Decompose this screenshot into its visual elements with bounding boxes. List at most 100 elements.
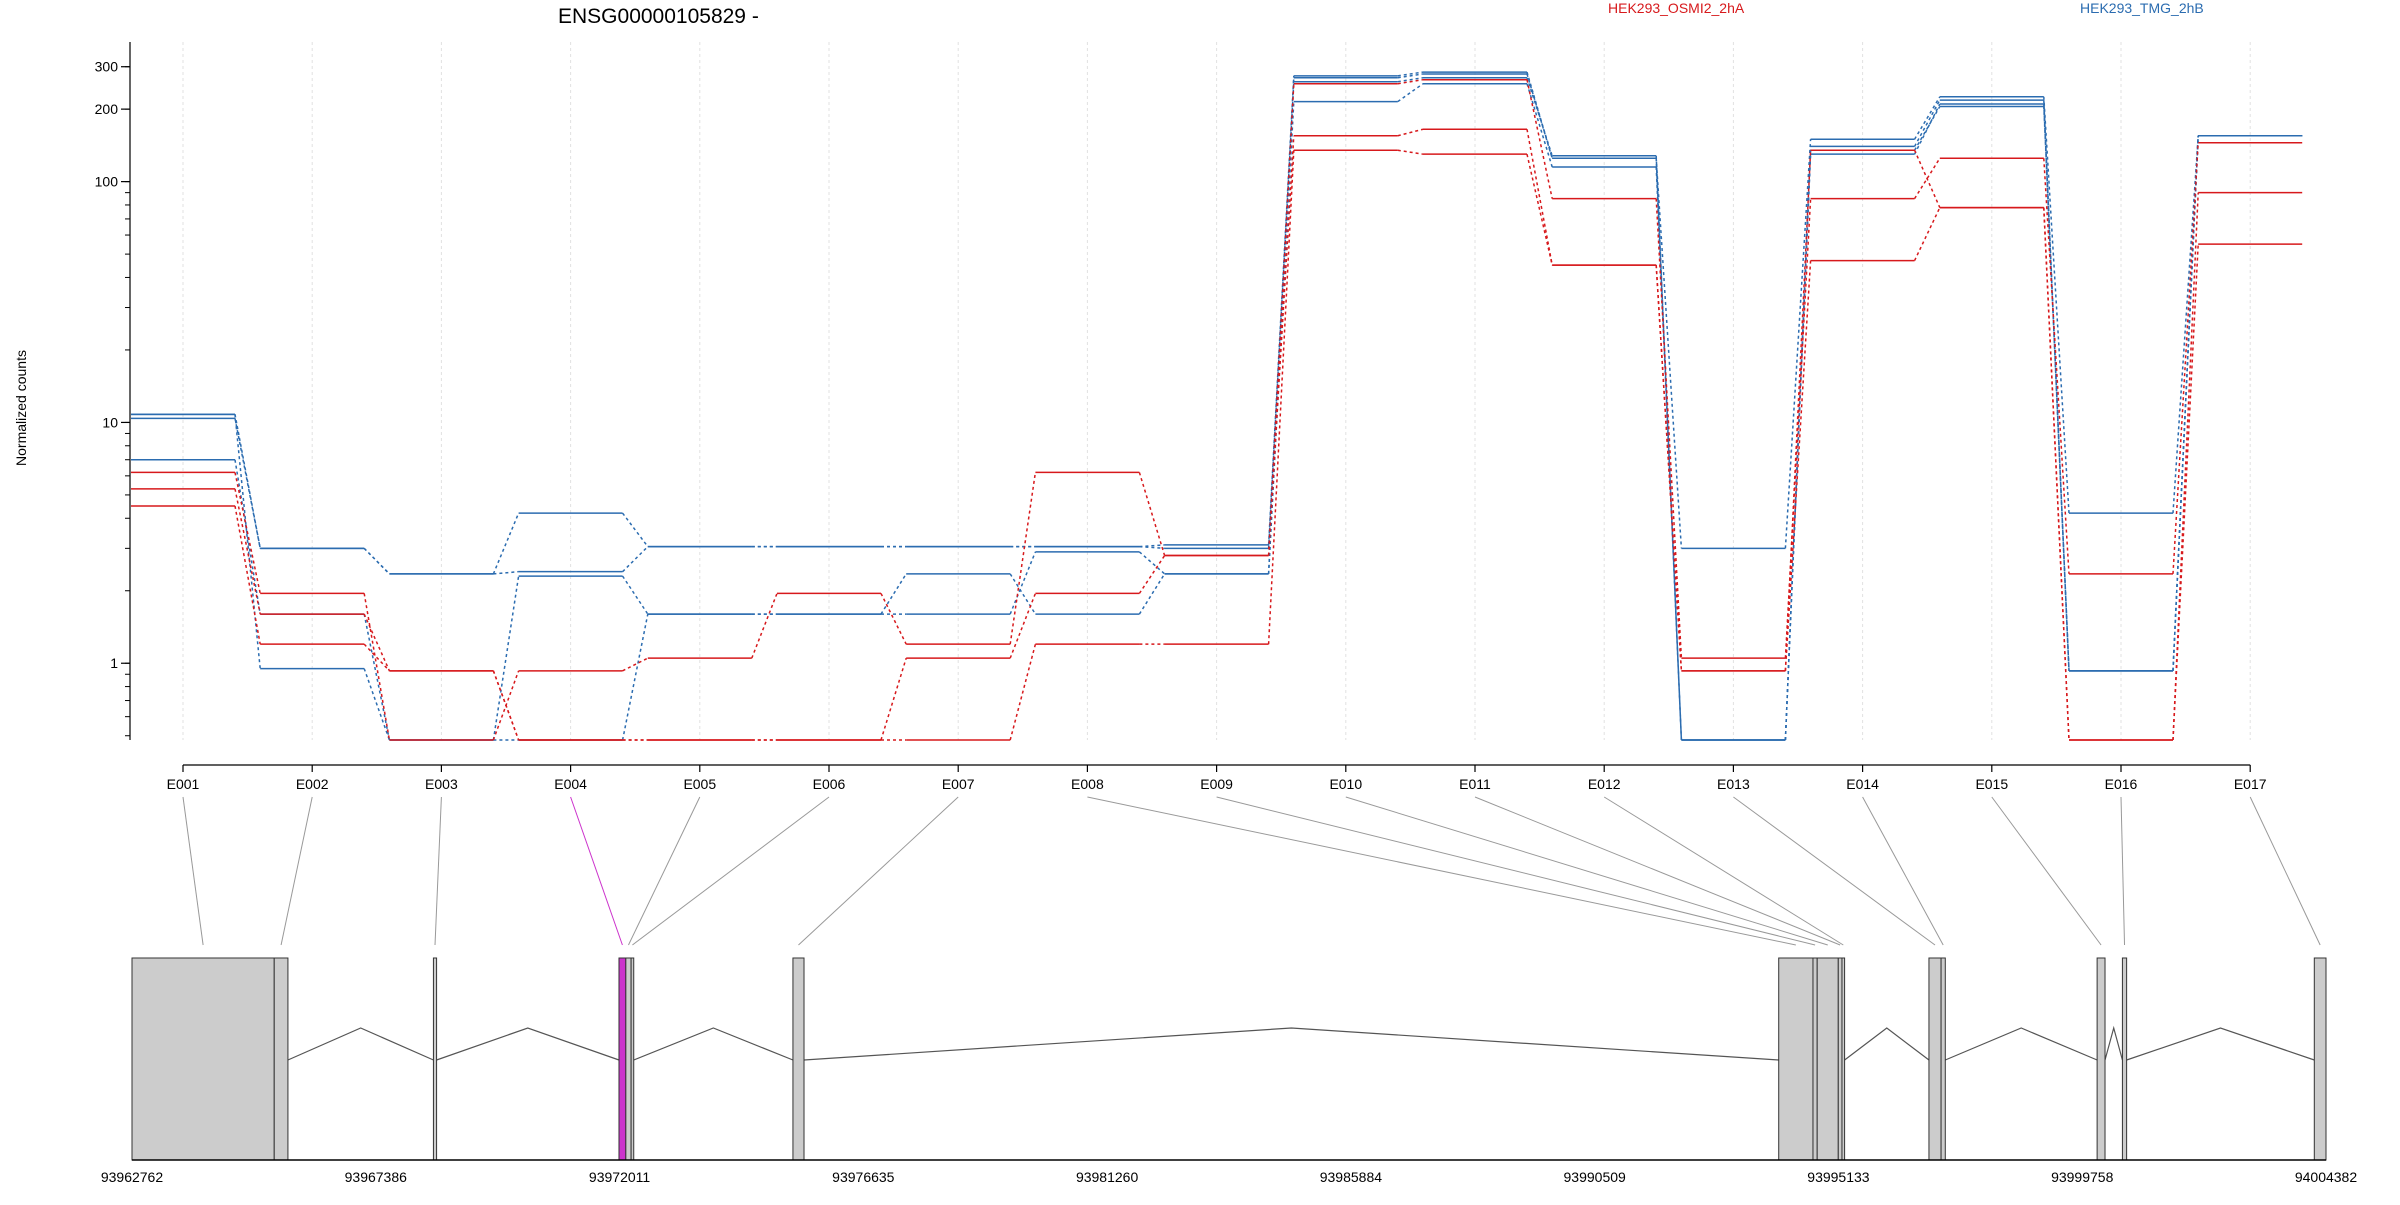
genomic-axis: 93962762 93967386 93972011 93976635 93981260…: [101, 1159, 2358, 1185]
x-tick-label: E010: [1329, 776, 1362, 792]
data-transition: [363, 613, 391, 741]
y-tick-label: 300: [95, 59, 119, 75]
x-tick-label: E009: [1200, 776, 1233, 792]
x-tick-label: E005: [683, 776, 716, 792]
data-transition: [1138, 573, 1166, 615]
y-tick-label: 100: [95, 174, 119, 190]
data-transition: [622, 512, 649, 548]
data-transition: [1009, 643, 1037, 741]
data-transition: [363, 668, 391, 741]
exon-E002: [273, 957, 289, 1161]
data-transition: [1526, 77, 1553, 157]
data-transition: [1009, 573, 1037, 615]
genomic-tick-label: 93995133: [1807, 1169, 1870, 1185]
data-transition: [1526, 129, 1553, 266]
data-transition: [880, 657, 907, 741]
connector-E004: [570, 796, 623, 946]
data-transition: [2043, 158, 2070, 574]
data-transition: [1397, 83, 1424, 103]
data-transition: [1655, 158, 1683, 741]
data-transition: [1784, 260, 1812, 671]
data-transition: [363, 613, 391, 672]
x-tick-label: E003: [425, 776, 458, 792]
exon-E001: [131, 957, 275, 1161]
data-transition: [1913, 96, 1941, 140]
connector-E012: [1603, 796, 1844, 946]
data-transition: [234, 472, 261, 594]
data-transition: [1139, 545, 1165, 550]
genomic-tick-label: 93999758: [2051, 1169, 2114, 1185]
data-transition: [880, 573, 907, 615]
data-transition: [1397, 78, 1424, 85]
data-transition: [2172, 142, 2199, 574]
legend-entry-tmg: HEK293_TMG_2hB: [2080, 0, 2204, 16]
data-transition: [1138, 555, 1166, 594]
data-transition: [492, 670, 520, 741]
exon-E007: [792, 957, 805, 1161]
x-tick-label: E011: [1459, 776, 1491, 792]
grid-lines: [182, 42, 2251, 740]
data-transition: [1009, 593, 1037, 659]
exon-E008: [1778, 957, 1814, 1161]
intron: [633, 1027, 794, 1061]
data-transition: [1139, 544, 1165, 548]
x-tick-label: E001: [167, 776, 200, 792]
data-transition: [2172, 244, 2199, 741]
data-transition: [1655, 265, 1683, 671]
data-transition: [1397, 149, 1424, 155]
genomic-tick-label: 93972011: [589, 1169, 650, 1185]
exon-E010: [1816, 957, 1839, 1161]
data-transition: [492, 576, 520, 741]
exon-E012: [1841, 957, 1846, 1161]
y-tick-label: 10: [102, 414, 118, 430]
gene-model: [131, 957, 2327, 1161]
connector-E003: [434, 796, 442, 946]
data-transition: [1397, 128, 1424, 137]
connector-E010: [1345, 796, 1828, 946]
data-transition: [1913, 207, 1941, 261]
data-transition: [1397, 73, 1424, 79]
data-transition: [1138, 472, 1166, 556]
data-transition: [1784, 150, 1812, 671]
genomic-tick-label: 93990509: [1564, 1169, 1627, 1185]
data-transition: [1655, 198, 1683, 659]
connector-E001: [182, 796, 204, 946]
connector-E015: [1991, 796, 2102, 946]
data-transition: [1784, 198, 1812, 659]
exon-E003: [432, 957, 438, 1161]
data-transition: [1397, 71, 1424, 77]
series-HEK293_OSMI2_2hA-6: [131, 149, 2303, 741]
genomic-tick-label: 93976635: [832, 1169, 895, 1185]
y-tick-label: 1: [110, 655, 118, 671]
x-tick-label: E013: [1717, 776, 1750, 792]
data-transition: [1526, 79, 1553, 199]
connector-E013: [1733, 796, 1936, 946]
data-transition: [1267, 135, 1295, 556]
exon-E015: [2096, 957, 2106, 1161]
intron: [2126, 1027, 2315, 1061]
series-HEK293_TMG_2hB-3: [131, 73, 2303, 741]
intron: [1844, 1027, 1930, 1061]
data-transition: [1526, 73, 1553, 159]
x-tick-label: E007: [942, 776, 975, 792]
exon-E004: [618, 957, 627, 1161]
connector-E009: [1216, 796, 1816, 946]
connector-E002: [280, 796, 313, 946]
x-tick-label: E006: [813, 776, 846, 792]
genomic-tick-label: 94004382: [2295, 1169, 2358, 1185]
exon-E013: [1928, 957, 1942, 1161]
connector-E008: [1087, 796, 1796, 946]
exon-E014: [1940, 957, 1946, 1161]
exon-E011: [1837, 957, 1843, 1161]
data-transition: [493, 570, 519, 575]
data-transition: [1526, 154, 1553, 266]
exon-connectors: [182, 796, 2321, 946]
data-transition: [622, 546, 649, 573]
exon-E017: [2313, 957, 2327, 1161]
data-transition: [1526, 83, 1553, 168]
data-transition: [1138, 551, 1166, 575]
genomic-tick-label: 93985884: [1320, 1169, 1383, 1185]
x-tick-label: E015: [1975, 776, 2008, 792]
connector-E016: [2120, 796, 2126, 946]
genomic-tick-label: 93967386: [345, 1169, 408, 1185]
